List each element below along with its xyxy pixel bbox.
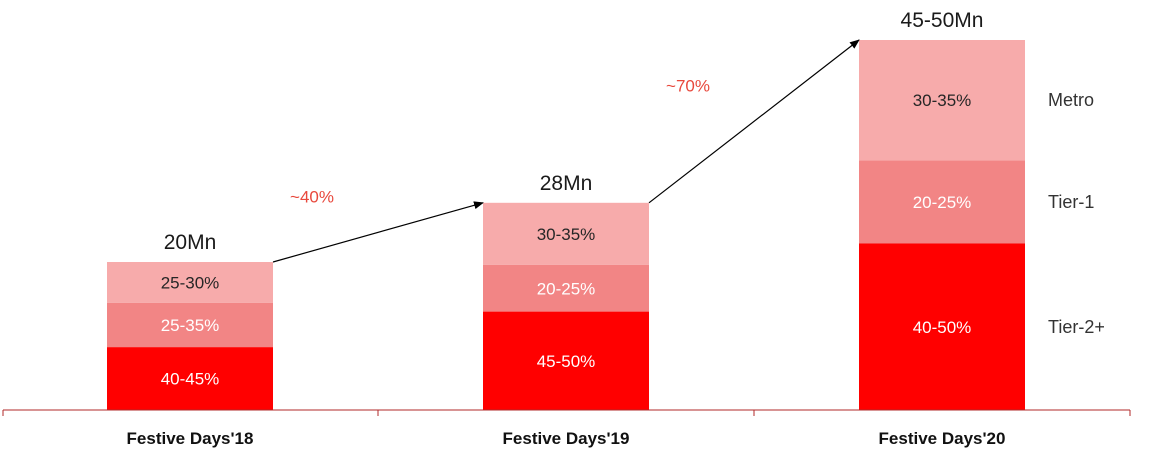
bars-group: 40-45% 25-35% 25-30% 20Mn 45-50% 20-25% 30-35%… bbox=[107, 9, 1025, 410]
bar-total-label-2: 28Mn bbox=[540, 172, 593, 195]
x-tick-label-1: Festive Days'18 bbox=[127, 429, 254, 448]
bar-segment-tier-2-2 bbox=[483, 311, 649, 410]
legend: Tier-2+ Tier-1 Metro bbox=[1048, 90, 1105, 337]
bar-segment-tier-1-1 bbox=[107, 302, 273, 348]
bar-segment-tier-2-1 bbox=[107, 347, 273, 410]
bar-total-label-1: 20Mn bbox=[164, 231, 217, 254]
growth-arrow-1 bbox=[272, 201, 484, 263]
segment-label-tier-2-2: 45-50% bbox=[537, 352, 596, 371]
bar-segment-tier-1-3 bbox=[859, 160, 1025, 244]
legend-label-tier-2: Tier-2+ bbox=[1048, 317, 1105, 337]
legend-label-tier-1: Tier-1 bbox=[1048, 192, 1094, 212]
segment-label-tier-2-3: 40-50% bbox=[913, 318, 972, 337]
bar-segment-metro-2 bbox=[483, 202, 649, 265]
bar-segment-tier-2-3 bbox=[859, 243, 1025, 410]
x-axis: Festive Days'18 Festive Days'19 Festive Da… bbox=[2, 409, 1131, 448]
bar-segment-tier-1-2 bbox=[483, 264, 649, 312]
segment-label-tier-1-2: 20-25% bbox=[537, 279, 596, 298]
segment-label-metro-1: 25-30% bbox=[161, 273, 220, 292]
x-tick-label-3: Festive Days'20 bbox=[879, 429, 1006, 448]
bar-total-label-3: 45-50Mn bbox=[901, 9, 984, 32]
x-tick-label-2: Festive Days'19 bbox=[503, 429, 630, 448]
segment-label-metro-3: 30-35% bbox=[913, 91, 972, 110]
segment-label-tier-1-1: 25-35% bbox=[161, 316, 220, 335]
growth-label-2: ~70% bbox=[666, 76, 710, 95]
bar-segment-metro-1 bbox=[107, 262, 273, 303]
growth-arrows-group: ~40% ~70% bbox=[272, 39, 860, 263]
bar-segment-metro-3 bbox=[859, 40, 1025, 161]
segment-label-tier-1-3: 20-25% bbox=[913, 193, 972, 212]
growth-label-1: ~40% bbox=[290, 187, 334, 206]
legend-label-metro: Metro bbox=[1048, 90, 1094, 110]
segment-label-metro-2: 30-35% bbox=[537, 225, 596, 244]
segment-label-tier-2-1: 40-45% bbox=[161, 370, 220, 389]
growth-arrow-2 bbox=[648, 39, 860, 204]
